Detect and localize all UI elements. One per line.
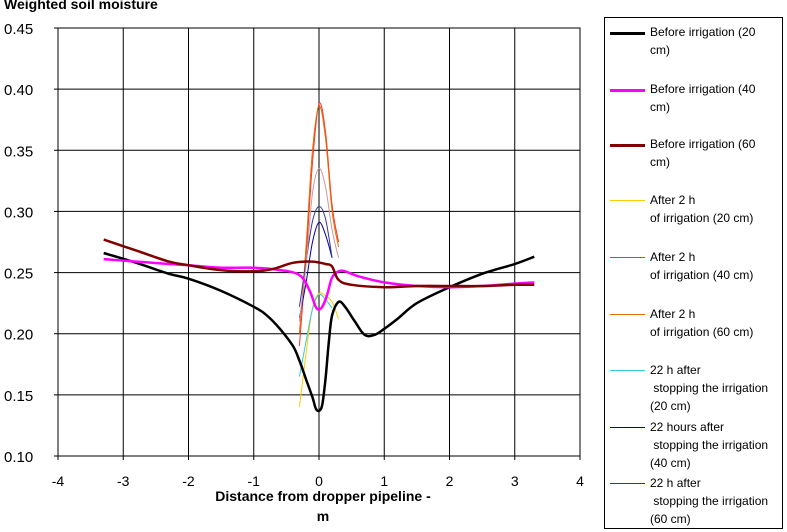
series-line-9	[298, 206, 333, 307]
legend-swatch	[610, 200, 645, 201]
series-line-8	[298, 221, 333, 318]
legend-swatch	[610, 144, 645, 147]
x-tick-label: -2	[182, 473, 195, 489]
x-tick-label: -1	[248, 473, 261, 489]
x-tick-label: 4	[576, 473, 584, 489]
legend-label-line: (40 cm)	[650, 456, 691, 470]
y-tick-label: 0.25	[4, 266, 33, 283]
legend-label-line: cm)	[650, 100, 670, 114]
x-tick-label: 3	[511, 473, 519, 489]
legend: Before irrigation (20 cm) Before irrigatio…	[604, 17, 783, 529]
x-tick-label: 0	[315, 473, 323, 489]
legend-label: After 2 h of irrigation (20 cm)	[650, 191, 780, 227]
legend-label-line: cm)	[650, 43, 670, 57]
legend-label-line: 22 hours after	[650, 420, 725, 434]
plot-area: -4 -3 -2 -1 0 1 2 3 4 0.10 0.15 0.20 0.25 0.30 0.35 0.4…	[4, 21, 584, 489]
legend-label-line: of irrigation (60 cm)	[650, 325, 754, 339]
x-axis-title: Distance from dropper pipeline - m	[215, 488, 431, 524]
legend-label-line: After 2 h	[650, 307, 696, 321]
legend-swatch	[610, 314, 645, 315]
legend-swatch	[610, 89, 645, 92]
series-line-10	[298, 168, 340, 322]
legend-label-line: 22 h after	[650, 476, 701, 490]
y-tick-label: 0.40	[4, 82, 33, 99]
y-tick-label: 0.30	[4, 204, 33, 221]
x-tick-label: -4	[52, 473, 65, 489]
legend-label-line: cm)	[650, 155, 670, 169]
legend-swatch	[610, 257, 645, 258]
legend-label-line: 22 h after	[650, 363, 701, 377]
legend-label-line: stopping the irrigation	[650, 494, 769, 508]
y-tick-label: 0.35	[4, 143, 33, 160]
y-tick-label: 0.45	[4, 21, 33, 38]
legend-label: 22 hours after stopping the irrigation (4…	[650, 418, 780, 472]
legend-label: 22 h after stopping the irrigation (20 cm…	[650, 361, 780, 415]
legend-label-line: After 2 h	[650, 250, 696, 264]
legend-label-line: After 2 h	[650, 193, 696, 207]
legend-label-line: Before irrigation (40	[650, 82, 756, 96]
y-tick-label: 0.20	[4, 327, 33, 344]
legend-label: Before irrigation (60 cm)	[650, 135, 780, 171]
y-axis-title: Weighted soil moisture	[4, 0, 158, 12]
legend-swatch	[610, 370, 645, 371]
legend-label-line: stopping the irrigation	[650, 381, 769, 395]
legend-label-line: stopping the irrigation	[650, 438, 769, 452]
legend-swatch	[610, 32, 645, 35]
legend-swatch	[610, 427, 645, 428]
legend-label-line: (60 cm)	[650, 512, 691, 526]
legend-label-line: (20 cm)	[650, 399, 691, 413]
legend-label: 22 h after stopping the irrigation (60 cm…	[650, 474, 780, 528]
series-line-1	[103, 251, 535, 413]
x-tick-label: 2	[446, 473, 454, 489]
legend-swatch	[610, 483, 645, 484]
y-tick-label: 0.15	[4, 388, 33, 405]
x-tick-label: 1	[380, 473, 388, 489]
legend-label-line: Before irrigation (20	[650, 25, 756, 39]
legend-label-line: of irrigation (20 cm)	[650, 211, 754, 225]
series-line-6	[298, 105, 340, 334]
legend-label: After 2 h of irrigation (40 cm)	[650, 248, 780, 284]
legend-label: After 2 h of irrigation (60 cm)	[650, 305, 780, 341]
legend-label: Before irrigation (40 cm)	[650, 80, 780, 116]
series-line-4	[298, 292, 340, 408]
x-tick-label: -3	[117, 473, 130, 489]
legend-label: Before irrigation (20 cm)	[650, 23, 780, 59]
series-line-3	[103, 238, 535, 289]
legend-label-line: of irrigation (40 cm)	[650, 268, 754, 282]
legend-label-line: Before irrigation (60	[650, 137, 756, 151]
y-tick-label: 0.10	[4, 449, 33, 466]
